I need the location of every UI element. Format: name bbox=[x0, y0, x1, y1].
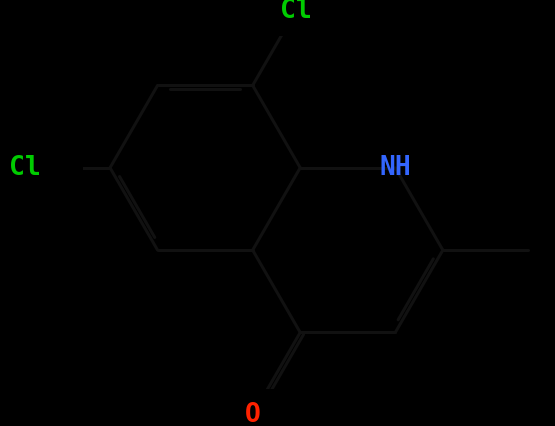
Text: NH: NH bbox=[380, 155, 411, 181]
Text: O: O bbox=[245, 402, 261, 426]
Text: Cl: Cl bbox=[8, 155, 41, 181]
Text: Cl: Cl bbox=[280, 0, 311, 24]
